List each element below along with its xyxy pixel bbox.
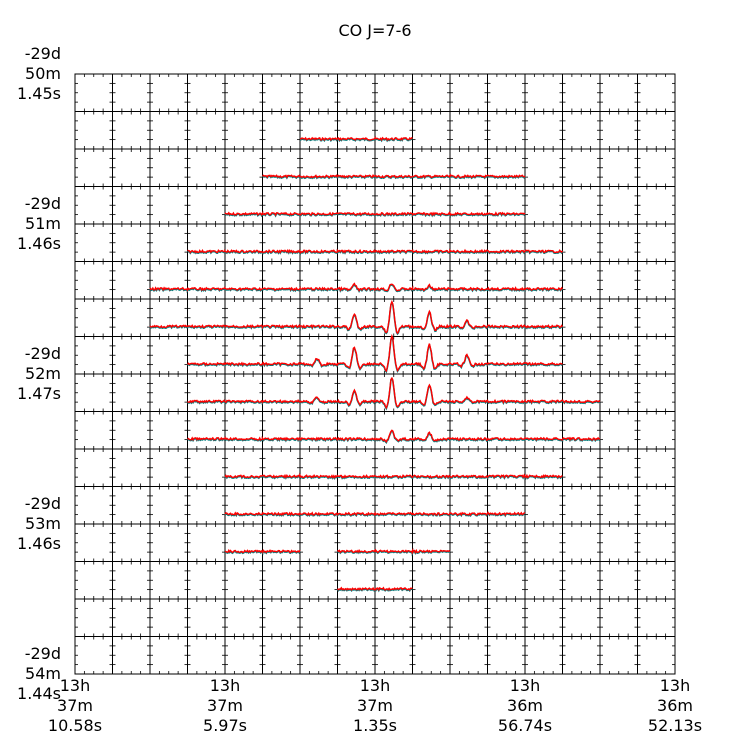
- y-tick-label-line: -29d: [24, 494, 61, 513]
- y-tick-label-line: 50m: [25, 64, 61, 83]
- x-tick-label-line: 13h: [509, 676, 541, 695]
- spectrum-line-primary: [336, 586, 413, 592]
- x-tick-label-line: 36m: [657, 696, 693, 715]
- spectrum-line-secondary: [299, 136, 413, 143]
- x-tick-label: 13h 37m 1.35s: [335, 676, 415, 736]
- x-tick-label-line: 56.74s: [497, 716, 553, 735]
- x-tick-label-line: 36m: [507, 696, 543, 715]
- y-tick-label-line: 1.46s: [17, 234, 61, 253]
- spectrum-line-primary: [187, 248, 564, 255]
- y-tick-label-line: 53m: [25, 514, 61, 533]
- x-tick-label-line: 13h: [59, 676, 91, 695]
- y-tick-label: -29d 52m 1.47s: [17, 344, 61, 404]
- spectrum-line-primary: [187, 429, 601, 444]
- x-tick-label-line: 37m: [207, 696, 243, 715]
- y-tick-label-line: 54m: [25, 664, 61, 683]
- y-tick-label-line: 1.46s: [17, 534, 61, 553]
- spectrum-line-primary: [224, 472, 563, 479]
- y-tick-label-line: 1.44s: [17, 684, 61, 703]
- y-tick-label-line: -29d: [24, 44, 61, 63]
- x-tick-label-line: 13h: [359, 676, 391, 695]
- x-tick-label: 13h 37m 10.58s: [35, 676, 115, 736]
- x-tick-label-line: 37m: [357, 696, 393, 715]
- y-tick-label-line: -29d: [24, 344, 61, 363]
- y-tick-label: -29d 54m 1.44s: [17, 644, 61, 704]
- x-tick-label-line: 52.13s: [647, 716, 703, 735]
- spectrum-line-primary: [224, 510, 526, 517]
- y-tick-label: -29d 51m 1.46s: [17, 194, 61, 254]
- x-tick-label: 13h 36m 56.74s: [485, 676, 565, 736]
- y-tick-label-line: -29d: [24, 644, 61, 663]
- spectrum-line-primary: [224, 548, 301, 555]
- x-tick-label-line: 5.97s: [203, 716, 247, 735]
- x-tick-label: 13h 37m 5.97s: [185, 676, 265, 736]
- spectrum-line-primary: [299, 135, 413, 142]
- spectrum-line-primary: [224, 210, 526, 217]
- chart-title: CO J=7-6: [338, 21, 412, 40]
- y-tick-label-line: -29d: [24, 194, 61, 213]
- spectrum-line-primary: [336, 547, 451, 556]
- x-tick-label: 13h 36m 52.13s: [635, 676, 715, 736]
- x-tick-label-line: 37m: [57, 696, 93, 715]
- y-tick-label-line: 1.45s: [17, 84, 61, 103]
- x-tick-label-line: 10.58s: [47, 716, 103, 735]
- x-tick-label-line: 13h: [209, 676, 241, 695]
- spectrum-line-primary: [262, 173, 526, 179]
- y-tick-label-line: 51m: [25, 214, 61, 233]
- spectrum-line-primary: [149, 282, 564, 293]
- spectrum-line-primary: [187, 376, 601, 410]
- x-tick-label-line: 13h: [659, 676, 691, 695]
- x-tick-label-line: 1.35s: [353, 716, 397, 735]
- spectrum-line-primary: [186, 333, 563, 373]
- spectrum-line-primary: [149, 299, 564, 335]
- y-tick-label: -29d 53m 1.46s: [17, 494, 61, 554]
- y-tick-label-line: 52m: [25, 364, 61, 383]
- y-tick-label-line: 1.47s: [17, 384, 61, 403]
- minor-ticks: [75, 74, 675, 674]
- y-tick-label: -29d 50m 1.45s: [17, 44, 61, 104]
